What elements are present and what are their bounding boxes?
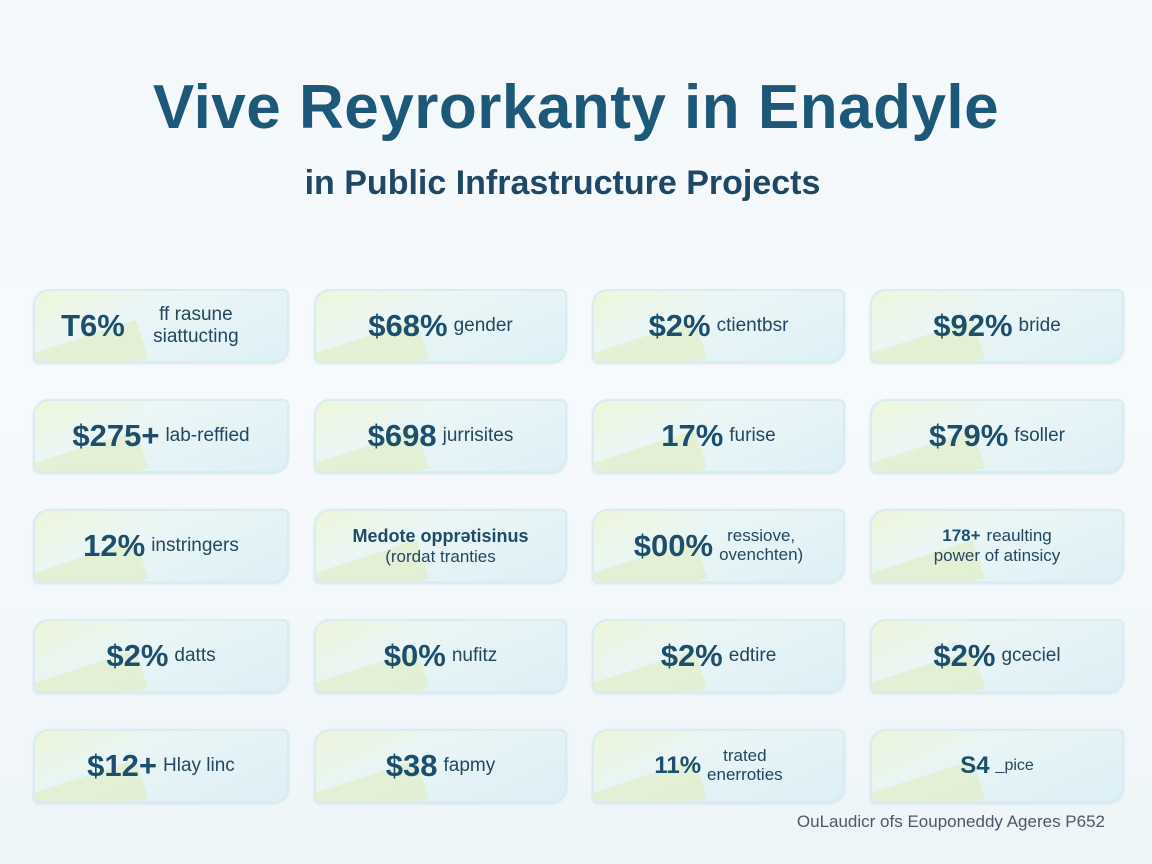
stat-card: $92% bride xyxy=(870,289,1124,363)
stat-label: _pice xyxy=(995,756,1034,774)
stat-label: bride xyxy=(1018,315,1061,337)
stat-label-line: ovenchten) xyxy=(719,545,804,564)
stat-label: gender xyxy=(453,315,513,337)
stat-label: lab-reffied xyxy=(165,425,250,447)
stat-value: $698 xyxy=(367,418,437,454)
stat-value: $2% xyxy=(648,308,711,344)
stat-label: edtire xyxy=(728,645,777,667)
stat-card: 12% instringers xyxy=(33,509,289,583)
stat-card: S4 _pice xyxy=(870,729,1124,803)
stat-label: instringers xyxy=(151,535,239,557)
stat-card: $275+ lab-reffied xyxy=(33,399,289,473)
stat-label-line: trated xyxy=(723,746,767,766)
stat-label: ctientbsr xyxy=(716,315,789,337)
stat-value: $2% xyxy=(106,638,169,674)
stat-card: Medote opprətisinus (rordat tranties xyxy=(314,509,567,583)
stat-card: $79% fsoller xyxy=(870,399,1124,473)
stat-label: gceciel xyxy=(1001,645,1061,667)
stat-label: ff rasune siattucting xyxy=(153,304,239,347)
stat-heading: Medote opprətisinus xyxy=(352,525,529,546)
stat-card: T6% ff rasune siattucting xyxy=(33,289,289,363)
stat-card: $00% ressiove, ovenchten) xyxy=(592,509,845,583)
stat-label: fsoller xyxy=(1014,425,1065,447)
stat-value: $92% xyxy=(933,308,1013,344)
stat-value: 11% xyxy=(654,752,702,780)
stat-value: $12+ xyxy=(87,748,157,784)
stat-value: 12% xyxy=(83,528,146,564)
stat-value: S4 xyxy=(960,752,990,780)
stat-card: $68% gender xyxy=(314,289,567,363)
stat-card: $12+ Hlay linc xyxy=(33,729,289,803)
stat-label: jurrisites xyxy=(442,425,514,447)
stat-label-line: power of atinsicy xyxy=(933,546,1061,565)
stat-label: datts xyxy=(174,645,216,667)
stat-value: $2% xyxy=(660,638,723,674)
stat-label: furise xyxy=(729,425,776,447)
stat-value: $0% xyxy=(383,638,446,674)
stat-card: $2% edtire xyxy=(592,619,845,693)
stat-card: $0% nufitz xyxy=(314,619,567,693)
stat-value: $00% xyxy=(633,528,714,564)
footer-source: OuLaudicr ofs Eouponeddy Ageres P652 xyxy=(796,812,1105,831)
stat-value: $79% xyxy=(929,418,1009,454)
stat-value: $38 xyxy=(385,748,438,784)
stat-card: $2% ctientbsr xyxy=(592,289,845,363)
stat-label: (rordat tranties xyxy=(385,546,496,566)
stat-label-line: enerroties xyxy=(707,765,783,784)
stat-value: 178+ xyxy=(942,526,981,546)
stat-label-line: ressiove, xyxy=(727,526,796,546)
stat-label: nufitz xyxy=(451,645,498,667)
stat-label-line: reaulting xyxy=(986,526,1052,546)
stat-value: 17% xyxy=(661,418,724,454)
stat-value: $275+ xyxy=(72,418,160,454)
stat-card: $38 fapmy xyxy=(314,729,567,803)
stat-card: $2% gceciel xyxy=(870,619,1124,693)
stat-value: T6% xyxy=(61,308,125,344)
page-subtitle: in Public Infrastructure Projects xyxy=(304,164,821,202)
stats-grid: T6% ff rasune siattucting $68% gender $2… xyxy=(33,289,1124,803)
stat-card: $698 jurrisites xyxy=(314,399,567,473)
stat-label: fapmy xyxy=(443,755,496,777)
stat-label: Hlay linc xyxy=(163,755,235,777)
stat-card: $2% datts xyxy=(33,619,289,693)
stat-value: $2% xyxy=(933,638,996,674)
stat-card: 17% furise xyxy=(592,399,845,473)
stat-card: 11% trated enerroties xyxy=(592,729,845,803)
stat-card: 178+ reaulting power of atinsicy xyxy=(870,509,1124,583)
stat-value: $68% xyxy=(368,308,448,344)
page-title: Vive Reyrorkanty in Enadyle xyxy=(152,73,1000,142)
stat-label: ressiove, ovenchten) xyxy=(719,527,803,564)
stat-label: trated enerroties xyxy=(707,747,783,784)
